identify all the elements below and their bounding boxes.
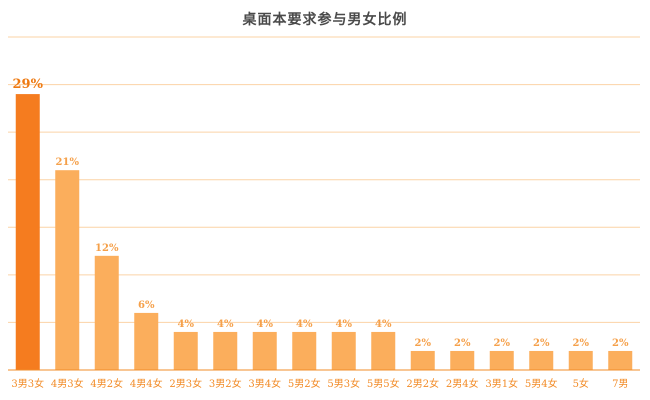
bar — [252, 331, 277, 370]
x-tick-label: 3男4女 — [248, 377, 281, 390]
x-tick-label: 5女 — [573, 377, 589, 390]
x-tick-label: 4男3女 — [51, 377, 84, 390]
data-label: 2% — [573, 338, 590, 349]
data-label: 4% — [296, 319, 313, 330]
x-tick-label: 3男2女 — [209, 377, 242, 390]
bars — [15, 94, 633, 370]
bar — [529, 350, 554, 370]
bar — [15, 94, 40, 370]
bar — [134, 312, 159, 370]
x-tick-label: 3男1女 — [485, 377, 518, 390]
bar — [292, 331, 317, 370]
bar — [55, 170, 80, 370]
bar — [410, 350, 435, 370]
data-label: 2% — [454, 338, 471, 349]
data-label: 6% — [138, 300, 155, 311]
x-tick-label: 5男2女 — [288, 377, 321, 390]
data-label: 29% — [13, 77, 44, 92]
bar — [608, 350, 633, 370]
bar — [371, 331, 396, 370]
data-label: 4% — [375, 319, 392, 330]
data-label: 2% — [494, 338, 511, 349]
data-label: 4% — [217, 319, 234, 330]
x-tick-label: 3男3女 — [11, 377, 44, 390]
x-tick-label: 4男2女 — [90, 377, 123, 390]
x-tick-labels: 3男3女 4男3女 4男2女 4男4女 2男3女 3男2女 3男4女 5男2女 5男3女 5男5女… — [11, 377, 628, 390]
x-tick-label: 7男 — [612, 378, 628, 390]
x-tick-label: 2男2女 — [406, 377, 439, 390]
x-tick-label: 5男3女 — [327, 377, 360, 390]
gridlines — [8, 36, 640, 323]
bar — [568, 350, 593, 370]
data-label: 2% — [612, 338, 629, 349]
data-label: 4% — [178, 319, 195, 330]
chart-title: 桌面本要求参与男女比例 — [242, 12, 408, 28]
bar — [489, 350, 514, 370]
bar — [173, 331, 198, 370]
bar — [94, 255, 119, 370]
x-tick-label: 2男3女 — [169, 377, 202, 390]
x-tick-label: 5男5女 — [367, 377, 400, 390]
x-tick-label: 5男4女 — [525, 377, 558, 390]
bar — [213, 331, 238, 370]
bar — [450, 350, 475, 370]
data-label: 4% — [257, 319, 274, 330]
data-label: 2% — [415, 338, 432, 349]
data-label: 12% — [95, 243, 119, 254]
x-tick-label: 2男4女 — [446, 377, 479, 390]
data-label: 4% — [336, 319, 353, 330]
data-label: 21% — [56, 157, 80, 168]
bar — [331, 331, 356, 370]
data-labels: 29% 21% 12% 6% 4% 4% 4% 4% 4% 4% 2% 2% 2% 2% 2% 2% — [13, 77, 629, 349]
data-label: 2% — [533, 338, 550, 349]
x-tick-label: 4男4女 — [130, 377, 163, 390]
